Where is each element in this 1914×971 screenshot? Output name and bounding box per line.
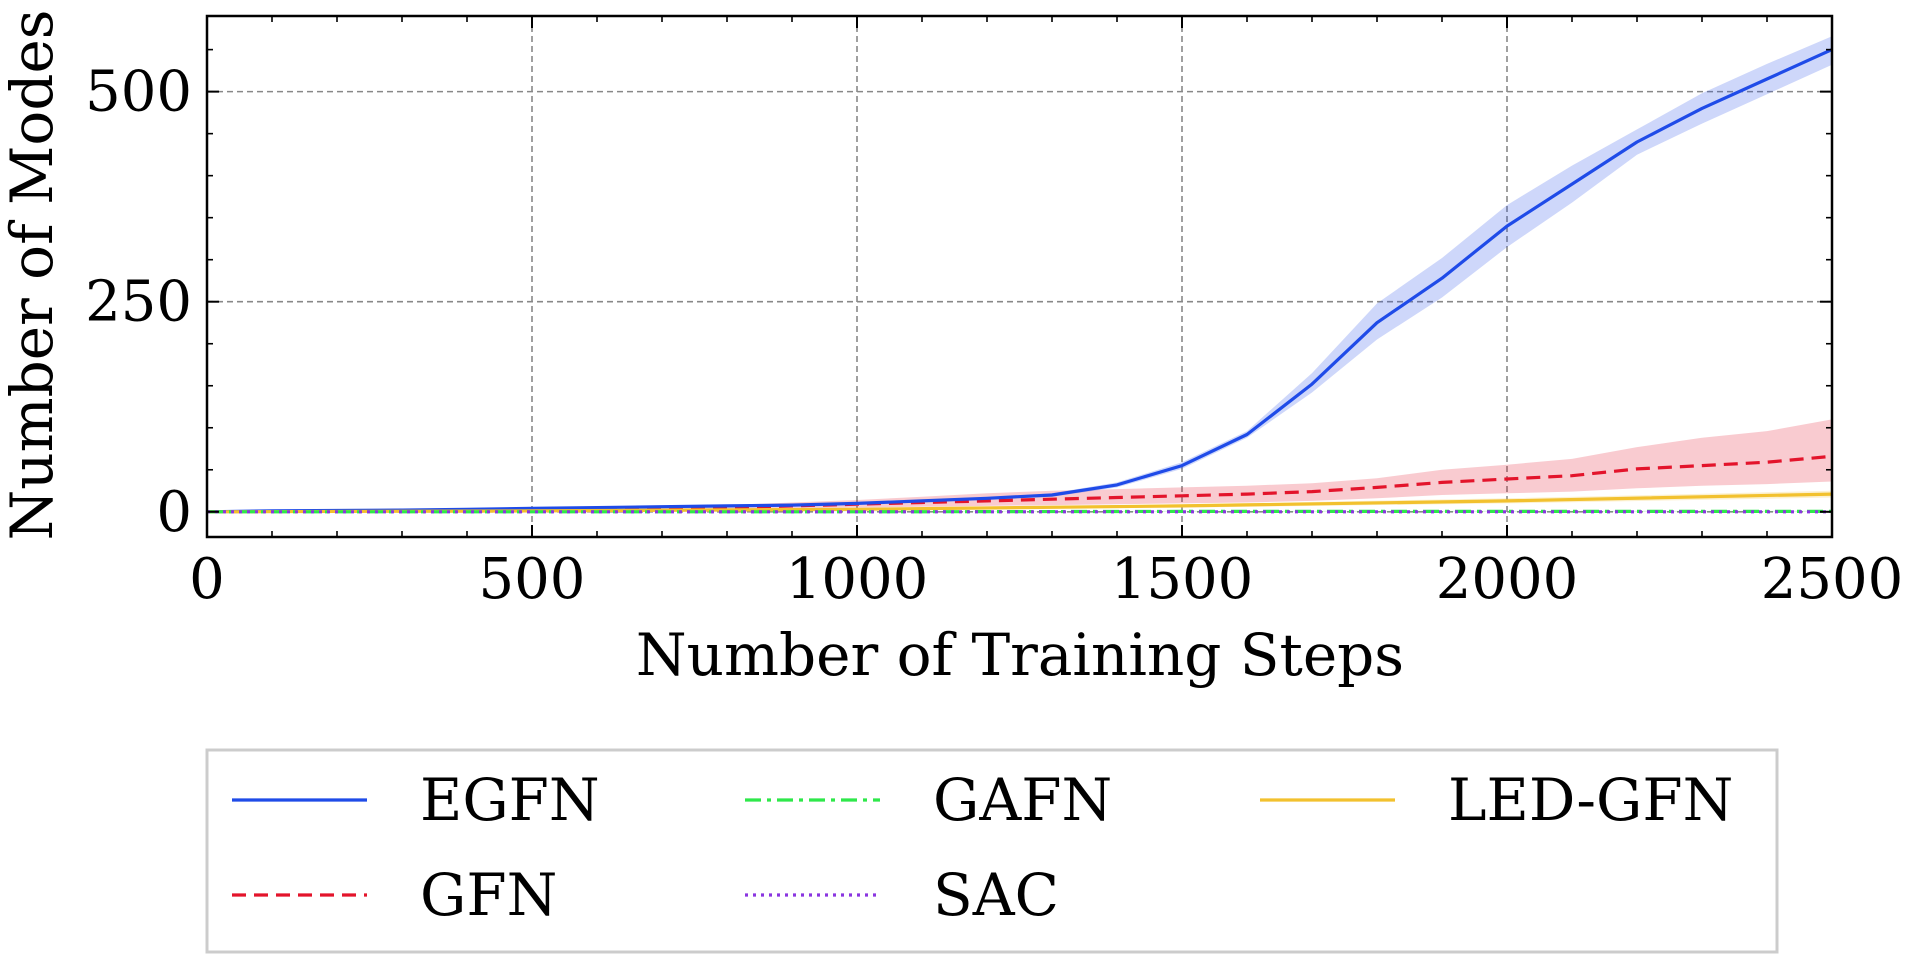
y-tick-label: 0 (156, 480, 192, 545)
legend-label-gfn: GFN (420, 861, 557, 929)
legend-entry-gfn: GFN (232, 861, 557, 929)
legend-label-egfn: EGFN (420, 766, 600, 834)
legend-entry-egfn: EGFN (232, 766, 600, 834)
confidence-bands (207, 36, 1832, 512)
legend-entry-led-gfn: LED-GFN (1260, 766, 1733, 834)
y-tick-label: 250 (85, 270, 192, 335)
series-lines (206, 48, 1833, 514)
x-axis-label: Number of Training Steps (636, 621, 1404, 689)
legend-label-led-gfn: LED-GFN (1448, 766, 1733, 834)
y-tick-label: 500 (85, 60, 192, 125)
y-tick-labels: 0 250 500 (85, 60, 192, 545)
plot-frame (205, 14, 1834, 539)
line-egfn (206, 48, 1833, 514)
legend: EGFN GFN GAFN SAC LED-GFN (205, 748, 1779, 954)
legend-frame (205, 748, 1779, 954)
x-tick-label: 2000 (1436, 547, 1579, 612)
band-egfn (207, 36, 1832, 512)
legend-label-sac: SAC (933, 861, 1059, 929)
legend-label-gafn: GAFN (933, 766, 1112, 834)
x-tick-label: 1500 (1111, 547, 1254, 612)
x-tick-label: 2500 (1761, 547, 1904, 612)
band-gfn (207, 419, 1832, 512)
legend-entry-gafn: GAFN (745, 766, 1112, 834)
x-tick-labels: 0 500 1000 1500 2000 2500 (189, 547, 1903, 612)
legend-entry-sac: SAC (745, 861, 1059, 929)
y-axis-label: Number of Modes (0, 9, 66, 540)
x-tick-label: 1000 (786, 547, 929, 612)
legend-items: EGFN GFN GAFN SAC LED-GFN (232, 766, 1733, 929)
x-tick-label: 500 (479, 547, 586, 612)
axis-ticks (206, 16, 1833, 537)
x-tick-label: 0 (189, 547, 225, 612)
